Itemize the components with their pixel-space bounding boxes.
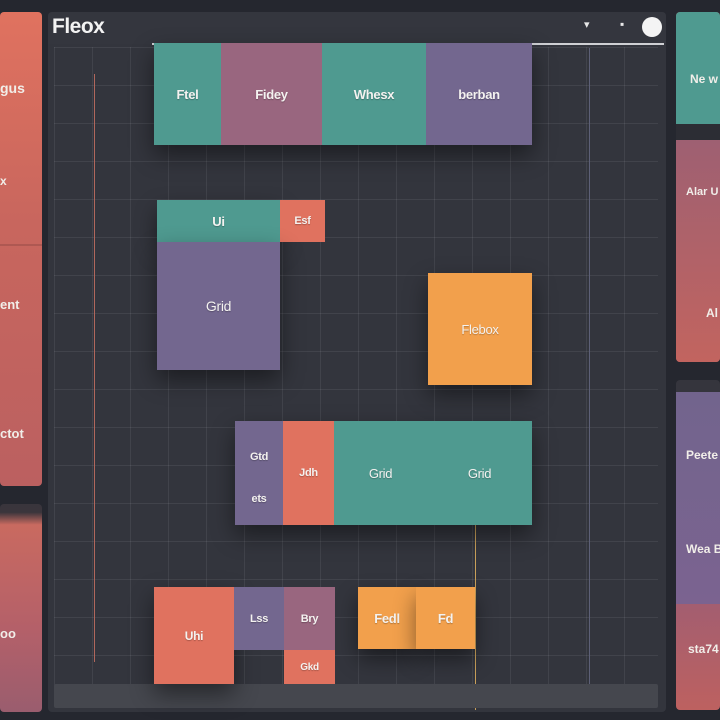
guide-line-left [94, 74, 95, 662]
left-panel-label-2[interactable]: x [0, 174, 7, 188]
flexbox-block[interactable]: Flebox [428, 273, 532, 385]
left-panel-lower: oo [0, 504, 42, 712]
fd-block[interactable]: Fd [416, 587, 475, 649]
row-1-cell-1[interactable]: Ftel [154, 43, 221, 145]
right-panel-top-gap [676, 124, 720, 140]
lss-block[interactable]: Lss [234, 587, 284, 650]
ui-block[interactable]: Ui [157, 200, 280, 242]
title-bar [48, 12, 666, 44]
row-3: Gtd ets Jdh Grid Grid [235, 421, 532, 525]
row-1-cell-2[interactable]: Fidey [221, 43, 322, 145]
esf-block[interactable]: Esf [280, 200, 325, 242]
row-3-stack: Gtd ets [235, 421, 283, 525]
right-panel-top-body [676, 140, 720, 362]
right-panel-bottom-top[interactable] [676, 392, 720, 604]
guide-line-right [589, 48, 590, 688]
horizontal-scrollbar[interactable] [54, 684, 658, 708]
guide-line-center [475, 524, 476, 710]
left-panel-label-4[interactable]: ctot [0, 426, 24, 441]
right-panel-label-1[interactable]: Ne w [690, 72, 719, 86]
left-panel-lower-label[interactable]: oo [0, 626, 16, 641]
left-panel-label-3[interactable]: ent [0, 297, 20, 312]
bry-block[interactable]: Bry [284, 587, 335, 650]
row-1: Ftel Fidey Whesx berban [154, 43, 532, 145]
fedl-block[interactable]: Fedl [358, 587, 416, 649]
left-panel-divider [0, 244, 42, 246]
row-3-coral[interactable]: Jdh [283, 421, 334, 525]
row-1-cell-4[interactable]: berban [426, 43, 532, 145]
window-title: Fleox [52, 15, 105, 38]
minimize-icon[interactable]: ▾ [584, 19, 590, 31]
row-3-grid-b[interactable]: Grid [427, 421, 532, 525]
maximize-icon[interactable]: ▪ [620, 17, 625, 31]
right-panel-bottom-label-2[interactable]: Wea Ba [686, 542, 720, 556]
left-panel: gus x ent ctot [0, 12, 42, 486]
right-panel-bottom-label-1[interactable]: Peete [686, 448, 719, 462]
right-panel-label-2[interactable]: Alar U [686, 186, 719, 198]
right-panel-top-header[interactable] [676, 12, 720, 124]
close-icon[interactable] [642, 17, 662, 37]
right-panel-bottom: Peete Wea Ba sta74 [676, 380, 720, 710]
grid-block[interactable]: Grid [157, 242, 280, 370]
left-panel-label-1[interactable]: gus [0, 80, 25, 96]
gkd-block[interactable]: Gkd [284, 650, 335, 684]
row-3-stack-bottom[interactable]: ets [251, 493, 267, 505]
row-3-stack-top[interactable]: Gtd [249, 451, 269, 463]
right-panel-bottom-label-3[interactable]: sta74 [688, 642, 719, 656]
right-panel-top: Ne w Alar U Al [676, 12, 720, 362]
right-panel-bottom-lower[interactable] [676, 604, 720, 710]
uhi-block[interactable]: Uhi [154, 587, 234, 684]
row-1-cell-3[interactable]: Whesx [322, 43, 426, 145]
right-panel-label-3[interactable]: Al [706, 306, 718, 320]
row-3-grid-a[interactable]: Grid [334, 421, 427, 525]
